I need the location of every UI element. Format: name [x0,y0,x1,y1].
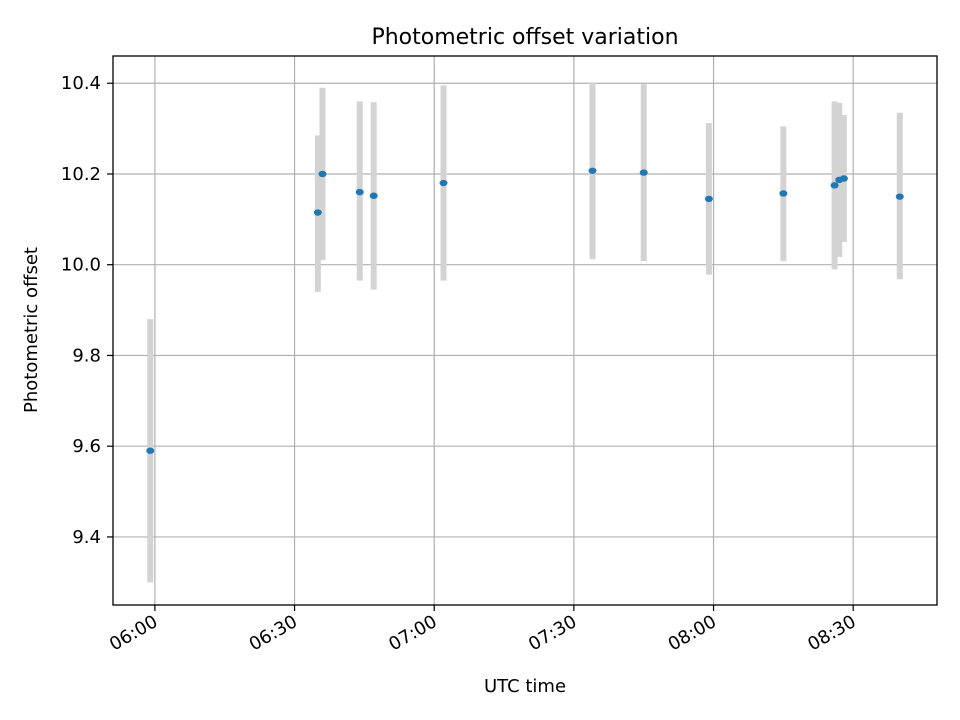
data-point [839,175,848,182]
data-point [369,192,378,199]
y-tick-label: 10.4 [61,73,101,94]
x-axis-label: UTC time [484,676,566,697]
y-tick-label: 10.0 [61,255,101,276]
data-point [318,170,327,178]
data-point [355,188,364,196]
data-point [639,169,648,176]
plot-frame [112,55,938,606]
data-point [830,182,839,189]
data-point [439,179,448,187]
data-point [779,190,788,197]
data-point [588,167,597,174]
data-point [895,193,904,200]
chart-title: Photometric offset variation [371,25,678,50]
y-tick-label: 10.2 [61,164,101,185]
y-tick-label: 9.6 [72,436,101,457]
data-point [704,195,713,203]
data-point [146,447,155,454]
y-axis-label: Photometric offset [21,247,42,413]
point-layer [146,167,904,454]
grid-layer [113,56,937,605]
data-point [313,209,322,216]
y-tick-label: 9.8 [72,345,101,366]
y-tick-label: 9.4 [72,527,101,548]
